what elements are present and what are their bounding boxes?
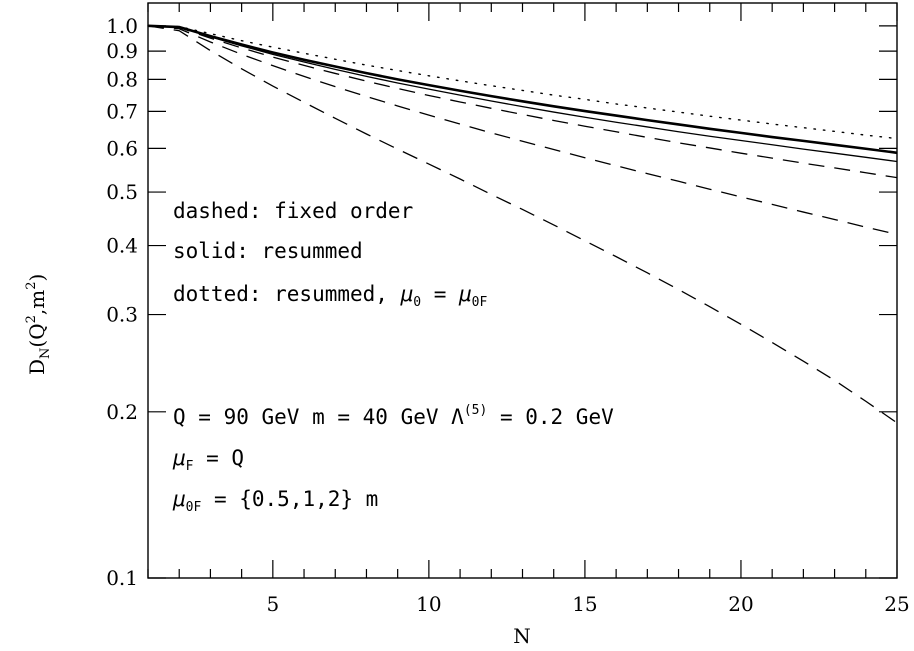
series-line-solid-0 [147,24,898,155]
annotations: dashed: fixed order solid: resummed dott… [172,199,614,515]
y-tick-label: 0.6 [106,136,138,160]
annotation-muf-rest: = Q [193,446,244,470]
annotation-dotted-eq: = [421,282,459,306]
y-tick-label: 1.0 [106,14,138,38]
annotation-dotted: dotted: resummed, μ0 = μ0F [173,282,487,310]
x-axis-label: N [513,624,531,648]
x-tick-label: 10 [416,592,441,616]
series-line-dotted-2 [147,25,898,140]
series-line-dashed-4 [147,25,898,236]
y-axis-label-args: (Q [25,323,49,347]
y-axis-label-sub: N [38,348,53,359]
y-tick-label: 0.5 [106,180,138,204]
annotation-dotted-mu-sub: 0 [413,295,421,310]
annotation-muf-sub: F [186,459,194,474]
annotation-solid: solid: resummed [173,239,363,263]
y-axis-label-sup1: 2 [24,315,39,323]
y-axis-label: DN(Q2,m2) [24,274,53,375]
annotation-mu0f-rest: = {0.5,1,2} m [201,487,378,511]
annotation-params-q: Q = 90 GeV m = 40 GeV [173,405,451,429]
annotation-params: Q = 90 GeV m = 40 GeV Λ(5) = 0.2 GeV [173,403,614,429]
annotation-dotted-mu2: μ [458,282,472,306]
series-line-dashed-5 [147,25,898,424]
y-tick-label: 0.9 [106,39,138,63]
annotation-dashed: dashed: fixed order [173,199,413,223]
annotation-lambda-val: = 0.2 GeV [487,405,614,429]
y-axis-label-args3: ) [25,274,49,282]
annotation-mu0f-mu: μ [172,487,186,511]
annotation-dotted-mu2-sub: 0F [472,295,488,310]
y-axis-label-d: D [25,359,49,375]
annotation-lambda-sup: (5) [464,403,487,418]
series-line-dashed-3 [147,25,898,179]
annotation-mu0f: μ0F = {0.5,1,2} m [172,487,378,515]
axis-ticks: 5 10 15 20 25 1.00.9 0.8 0.7 0.6 0.5 0.4 0.3 0.2 0.1 [106,3,910,616]
x-tick-label: 15 [572,592,597,616]
y-axis-label-sup2: 2 [24,281,39,289]
annotation-lambda: Λ [451,405,464,429]
y-tick-label: 0.7 [106,99,138,123]
annotation-muf-mu: μ [172,446,186,470]
y-tick-label: 0.3 [106,303,138,327]
annotation-mu0f-sub: 0F [186,500,202,515]
x-tick-label: 25 [884,592,909,616]
y-tick-label: 0.2 [106,400,138,424]
annotation-dotted-mu: μ [400,282,414,306]
series-group [147,24,898,424]
series-line-solid-1 [147,25,898,163]
y-tick-label: 0.1 [106,566,138,590]
y-tick-label: 0.8 [106,67,138,91]
y-axis-label-args2: ,m [25,290,49,315]
y-tick-label: 0.4 [106,234,138,258]
x-tick-label: 20 [728,592,753,616]
x-tick-label: 5 [266,592,279,616]
annotation-dotted-prefix: dotted: resummed, [173,282,401,306]
annotation-muf: μF = Q [172,446,244,474]
